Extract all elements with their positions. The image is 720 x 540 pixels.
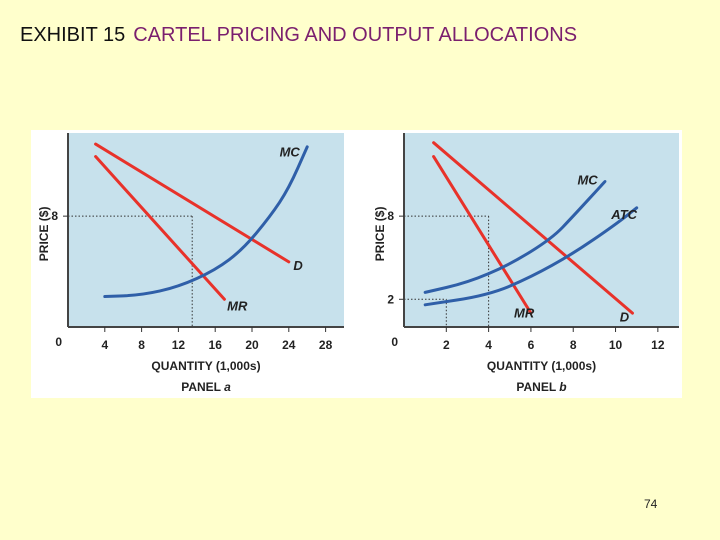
curve-label-d: D [620,309,630,324]
chart-panel-a: D MR MC 8 4 8 12 16 20 24 28 0 QUANTITY (1,000s) PRIC… [37,133,344,394]
curve-atc [423,206,639,307]
x-tick-label: 8 [138,338,145,352]
chart-panel-b: D MR MC ATC 2 8 2 4 6 8 10 12 0 QUANTITY (1,000s) PRIC… [373,133,679,394]
chart-figure: D MR MC 8 4 8 12 16 20 24 28 0 QUANTITY (1,000s) PRIC… [31,130,682,398]
curve-mc [103,145,309,299]
curve-d [94,142,291,264]
curve-d [432,141,634,315]
origin-label: 0 [55,335,62,349]
y-axis-title: PRICE ($) [373,207,387,262]
curve-label-mr: MR [227,298,248,313]
curve-mc [423,180,607,294]
y-axis-title: PRICE ($) [37,207,51,262]
x-tick-label: 24 [282,338,296,352]
exhibit-title: EXHIBIT 15 CARTEL PRICING AND OUTPUT ALLO… [20,24,577,47]
plot-background [68,133,344,327]
x-tick-label: 4 [485,338,492,352]
curve-label-d: D [293,258,303,273]
y-tick-label: 2 [387,292,394,306]
panel-letter: b [559,380,566,394]
x-tick-label: 10 [609,338,623,352]
x-tick-label: 12 [651,338,665,352]
x-axis-title: QUANTITY (1,000s) [151,359,260,373]
panel-label: PANEL a [181,380,231,394]
x-tick-label: 20 [245,338,259,352]
x-tick-label: 16 [209,338,223,352]
panel-word: PANEL [181,380,224,394]
page-number: 74 [644,497,658,511]
exhibit-heading: CARTEL PRICING AND OUTPUT ALLOCATIONS [133,24,578,46]
y-tick-label: 8 [51,209,58,223]
curve-label-atc: ATC [610,207,637,222]
y-tick-label: 8 [387,209,394,223]
curve-mr [432,155,533,315]
x-tick-label: 4 [101,338,108,352]
panel-word: PANEL [516,380,559,394]
curve-label-mc: MC [577,172,598,187]
x-tick-label: 6 [528,338,535,352]
exhibit-label: EXHIBIT 15 [20,24,126,46]
x-tick-label: 2 [443,338,450,352]
panel-letter: a [224,380,231,394]
origin-label: 0 [391,335,398,349]
curve-label-mr: MR [514,305,535,320]
x-axis-title: QUANTITY (1,000s) [487,359,596,373]
plot-background [404,133,679,327]
x-tick-label: 12 [172,338,186,352]
x-tick-label: 28 [319,338,333,352]
curve-label-mc: MC [280,145,301,160]
panel-label: PANEL b [516,380,566,394]
x-tick-label: 8 [570,338,577,352]
